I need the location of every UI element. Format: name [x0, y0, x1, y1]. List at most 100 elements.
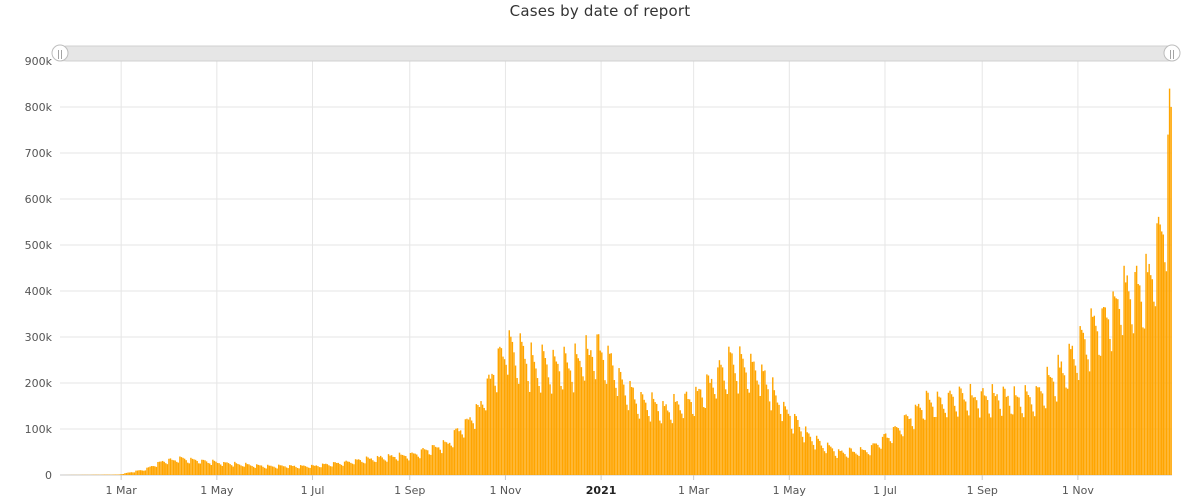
case-bar [303, 465, 305, 475]
case-bar [775, 395, 777, 475]
case-bar [535, 368, 537, 475]
case-bar [204, 460, 206, 475]
case-bar [141, 470, 143, 475]
case-bar [1063, 375, 1066, 475]
case-bar [917, 403, 920, 475]
case-bar [714, 394, 716, 475]
case-bar [776, 402, 779, 475]
case-bar [946, 417, 948, 475]
case-bar [298, 468, 300, 475]
case-bar [706, 374, 708, 475]
case-bar [800, 431, 802, 475]
case-bar [938, 396, 940, 475]
case-bar [734, 373, 736, 475]
case-bar [645, 402, 647, 475]
case-bar [216, 462, 219, 475]
case-bar [235, 463, 238, 475]
case-bar [565, 353, 567, 475]
case-bar [466, 418, 468, 475]
case-bar [997, 400, 1000, 475]
case-bar [1156, 223, 1158, 475]
case-bar [783, 401, 785, 475]
navigator-right-handle[interactable]: || [1163, 44, 1181, 62]
case-bar [550, 393, 553, 475]
case-bar [368, 458, 371, 475]
case-bar [500, 348, 503, 475]
case-bar [270, 465, 272, 475]
navigator-left-handle[interactable]: || [51, 44, 69, 62]
case-bar [790, 428, 793, 475]
case-bar [1044, 408, 1047, 475]
case-bar [1033, 416, 1036, 475]
case-bar [990, 417, 992, 475]
case-bar [309, 467, 311, 475]
case-bar [180, 457, 183, 475]
case-bar [941, 404, 943, 475]
case-bar [185, 460, 187, 475]
case-bar [1004, 388, 1006, 475]
case-bar [1124, 282, 1127, 475]
case-bar [143, 470, 145, 475]
case-bar [797, 419, 799, 475]
case-bar [477, 405, 479, 475]
case-bar [543, 351, 545, 475]
case-bar [514, 365, 517, 475]
case-bar [601, 352, 603, 475]
case-bar [955, 411, 957, 475]
case-bar [891, 443, 893, 475]
case-bar [566, 362, 569, 475]
case-bar [384, 460, 387, 475]
case-bar [268, 465, 271, 475]
case-bar [549, 384, 551, 475]
case-bar [259, 465, 261, 475]
case-bar [641, 394, 644, 475]
y-tick-label: 400k [25, 285, 53, 298]
case-bar [1093, 315, 1095, 475]
case-bar [594, 379, 597, 475]
x-tick-label: 1 Mar [678, 484, 710, 497]
case-bar [226, 462, 228, 475]
case-bar [586, 348, 589, 475]
case-bar [502, 356, 504, 475]
case-bar [1137, 284, 1139, 475]
case-bar [836, 457, 838, 475]
case-bar [146, 467, 148, 475]
case-bar [963, 399, 965, 475]
case-bar [491, 373, 493, 475]
case-bar [172, 460, 175, 475]
case-bar [682, 418, 685, 475]
navigator-track[interactable] [59, 45, 1175, 62]
case-bar [1134, 272, 1136, 475]
case-bar [254, 467, 256, 475]
range-navigator[interactable]: || || [51, 44, 1181, 62]
case-bar [474, 428, 476, 475]
case-bar [1074, 365, 1077, 475]
case-bar [859, 447, 862, 475]
case-bar [1027, 395, 1030, 475]
case-bar [129, 472, 131, 475]
case-bar [1106, 317, 1108, 475]
case-bar [401, 454, 404, 475]
case-bar [1129, 299, 1132, 475]
case-bar [699, 389, 702, 475]
case-bar [880, 448, 882, 475]
case-bar [696, 391, 699, 475]
case-bar [855, 453, 857, 475]
case-bar [232, 466, 234, 475]
case-bar [690, 402, 692, 475]
case-bar [748, 392, 750, 475]
case-bar [804, 426, 807, 475]
case-bar [1102, 307, 1105, 475]
case-bar [1012, 414, 1014, 475]
case-bar [914, 404, 917, 475]
case-bar [1117, 299, 1119, 475]
case-bar [532, 355, 534, 475]
case-bar [579, 360, 581, 475]
case-bar [436, 447, 438, 475]
case-bar [939, 397, 942, 475]
case-bar [1037, 387, 1039, 475]
case-bar [1051, 377, 1053, 475]
case-bar [616, 396, 619, 475]
case-bar [533, 361, 536, 475]
case-bar [554, 356, 556, 475]
